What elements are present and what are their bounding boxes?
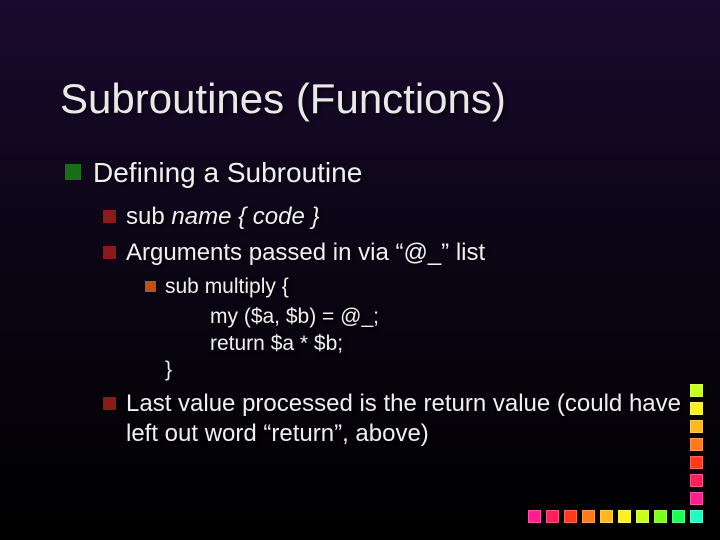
bullet-text: sub multiply { bbox=[165, 274, 289, 300]
deco-row bbox=[687, 471, 705, 489]
decorative-squares bbox=[525, 381, 705, 525]
deco-row bbox=[687, 489, 705, 507]
bullet-level2: Arguments passed in via “@_” list bbox=[103, 238, 690, 268]
deco-row bbox=[687, 399, 705, 417]
text-prefix: sub bbox=[126, 203, 171, 230]
deco-square-icon bbox=[618, 510, 631, 523]
bullet-level3: sub multiply { bbox=[145, 274, 690, 300]
deco-square-icon bbox=[690, 474, 703, 487]
deco-square-icon bbox=[690, 492, 703, 505]
square-bullet-icon bbox=[65, 164, 81, 180]
deco-square-icon bbox=[672, 510, 685, 523]
deco-square-icon bbox=[690, 384, 703, 397]
square-bullet-icon bbox=[103, 210, 116, 223]
code-line: } bbox=[165, 357, 690, 383]
deco-square-icon bbox=[690, 510, 703, 523]
deco-row bbox=[687, 381, 705, 399]
italic-text: name { code } bbox=[171, 203, 319, 230]
code-line: my ($a, $b) = @_; bbox=[210, 304, 690, 330]
slide-title: Subroutines (Functions) bbox=[60, 75, 506, 123]
bullet-text: sub name { code } bbox=[126, 202, 320, 232]
bullet-text: Defining a Subroutine bbox=[93, 155, 362, 190]
bullet-text: Arguments passed in via “@_” list bbox=[126, 238, 485, 268]
deco-row bbox=[687, 435, 705, 453]
deco-square-icon bbox=[546, 510, 559, 523]
deco-row bbox=[687, 453, 705, 471]
deco-square-icon bbox=[690, 456, 703, 469]
deco-square-icon bbox=[690, 438, 703, 451]
square-bullet-icon bbox=[103, 246, 116, 259]
deco-square-icon bbox=[690, 420, 703, 433]
bullet-level2: sub name { code } bbox=[103, 202, 690, 232]
deco-square-icon bbox=[564, 510, 577, 523]
code-line: return $a * $b; bbox=[210, 331, 690, 357]
deco-square-icon bbox=[582, 510, 595, 523]
deco-square-icon bbox=[654, 510, 667, 523]
deco-row bbox=[525, 507, 705, 525]
deco-square-icon bbox=[600, 510, 613, 523]
square-bullet-icon bbox=[145, 281, 156, 292]
deco-row bbox=[687, 417, 705, 435]
bullet-level1: Defining a Subroutine bbox=[65, 155, 690, 190]
deco-square-icon bbox=[528, 510, 541, 523]
deco-square-icon bbox=[690, 402, 703, 415]
deco-square-icon bbox=[636, 510, 649, 523]
square-bullet-icon bbox=[103, 397, 116, 410]
